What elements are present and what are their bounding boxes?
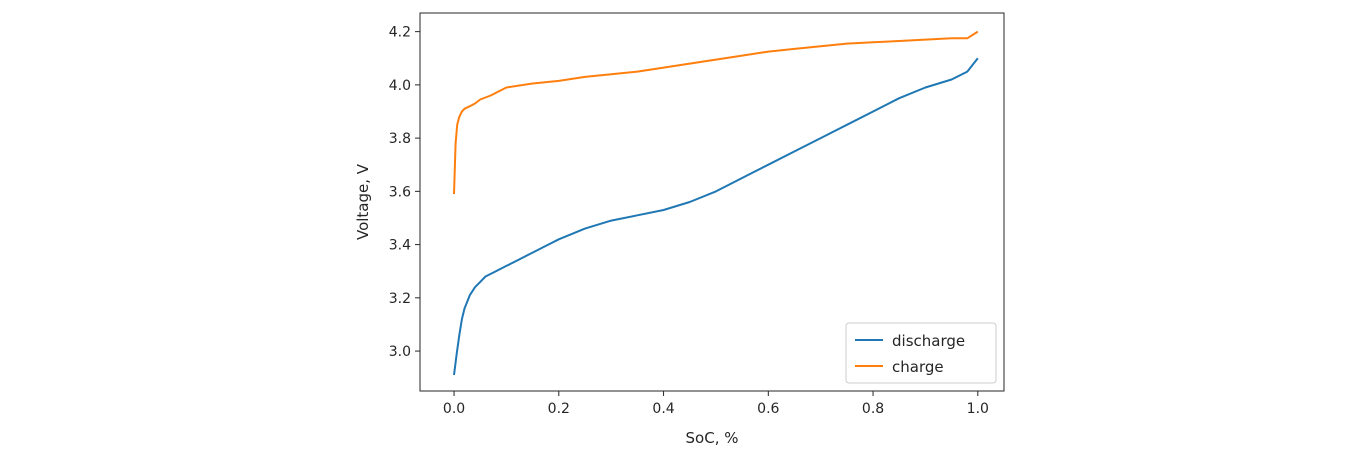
x-tick-label: 1.0 [967,401,989,417]
x-axis: 0.0 0.2 0.4 0.6 0.8 1.0 [443,391,989,417]
legend-box [845,322,997,384]
y-axis-label: Voltage, V [354,163,372,240]
y-tick-label: 4.2 [389,25,411,41]
y-tick-label: 4.0 [389,78,411,94]
series-group [453,30,979,376]
x-tick-label: 0.4 [652,401,674,417]
legend-label-charge: charge [892,358,944,376]
legend-label-discharge: discharge [892,332,965,350]
y-tick-label: 3.2 [389,291,411,307]
x-tick-label: 0.8 [862,401,884,417]
legend: discharge charge [845,322,997,384]
y-axis: 3.0 3.2 3.4 3.6 3.8 4.0 4.2 [389,25,420,360]
y-tick-label: 3.4 [389,238,411,254]
plot-area [419,12,1005,392]
x-tick-label: 0.0 [443,401,465,417]
x-axis-label: SoC, % [686,429,739,447]
y-tick-label: 3.8 [389,131,411,147]
x-tick-label: 0.2 [548,401,570,417]
series-line-charge [453,30,979,195]
x-tick-label: 0.6 [757,401,779,417]
axes-frame [419,12,1005,392]
y-tick-label: 3.6 [389,184,411,200]
series-line-discharge [453,57,979,376]
y-tick-label: 3.0 [389,344,411,360]
